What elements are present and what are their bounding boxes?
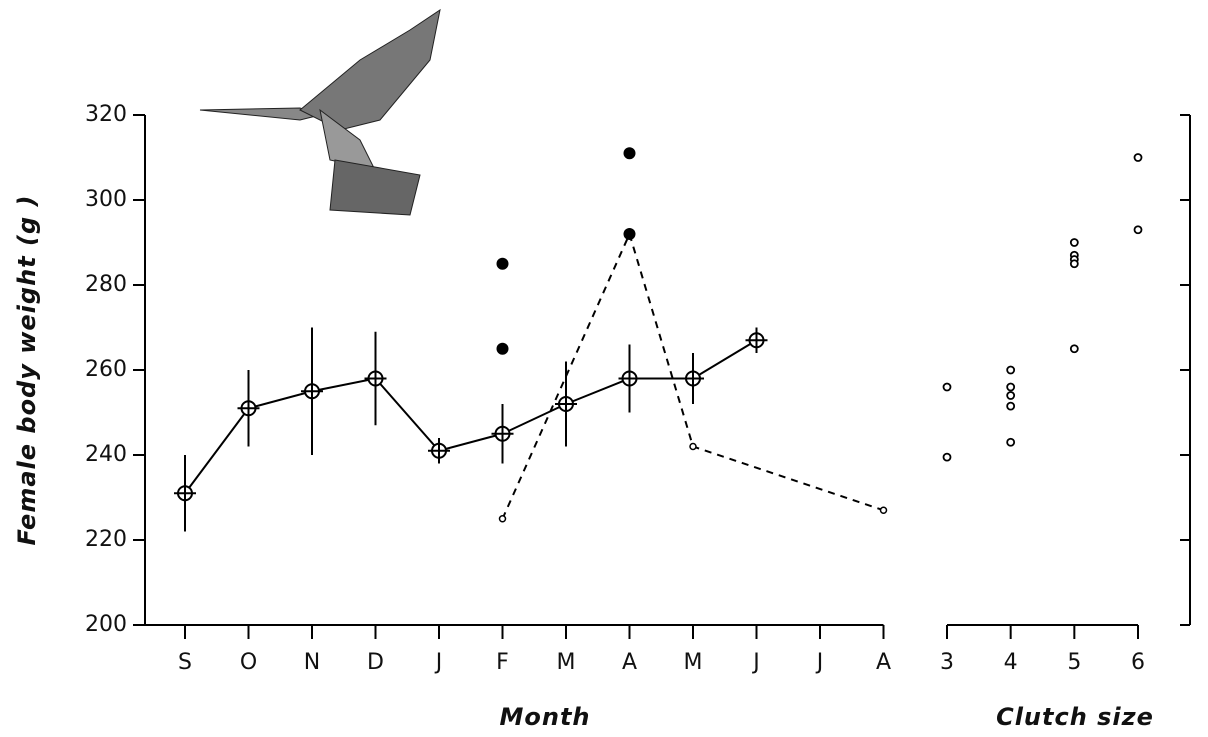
- x-tick-label: M: [684, 650, 703, 675]
- x-tick-label: F: [496, 650, 509, 675]
- x-tick-label: J: [434, 650, 443, 675]
- point: [944, 454, 951, 461]
- x-axis-title: Clutch size: [996, 703, 1154, 731]
- point: [1071, 260, 1078, 267]
- x-tick-label: 3: [940, 650, 954, 675]
- point: [1007, 367, 1014, 374]
- y-tick-label: 280: [85, 272, 127, 297]
- x-axis-title: Month: [499, 703, 590, 731]
- x-tick-label: M: [557, 650, 576, 675]
- series-line: [185, 340, 757, 493]
- x-tick-label: J: [751, 650, 760, 675]
- point: [1135, 154, 1142, 161]
- point: [624, 147, 636, 159]
- x-tick-label: N: [304, 650, 320, 675]
- y-tick-label: 300: [85, 187, 127, 212]
- x-tick-label: O: [240, 650, 257, 675]
- x-tick-label: 4: [1004, 650, 1018, 675]
- point: [944, 384, 951, 391]
- y-tick-label: 200: [85, 612, 127, 637]
- x-tick-label: A: [876, 650, 891, 675]
- point: [690, 444, 696, 450]
- point: [497, 343, 509, 355]
- page: {"chart_data": [ {"type": "line", "y_lab…: [0, 0, 1208, 737]
- y-axis-title: Female body weight (g ): [13, 195, 41, 546]
- y-tick-label: 260: [85, 357, 127, 382]
- point: [881, 507, 887, 513]
- x-tick-label: A: [622, 650, 637, 675]
- point: [1007, 403, 1014, 410]
- x-tick-label: D: [367, 650, 384, 675]
- x-tick-label: 5: [1067, 650, 1081, 675]
- point: [1135, 226, 1142, 233]
- bird-illustration: [200, 10, 440, 215]
- point: [500, 516, 506, 522]
- x-tick-label: 6: [1131, 650, 1145, 675]
- y-tick-label: 240: [85, 442, 127, 467]
- y-tick-label: 320: [85, 102, 127, 127]
- point: [1007, 392, 1014, 399]
- point: [1007, 439, 1014, 446]
- x-tick-label: J: [815, 650, 824, 675]
- chart: Female body weight (g ) Month Clutch siz…: [0, 0, 1208, 737]
- point: [497, 258, 509, 270]
- point: [1071, 345, 1078, 352]
- point: [1007, 384, 1014, 391]
- point: [1071, 239, 1078, 246]
- y-tick-label: 220: [85, 527, 127, 552]
- point: [624, 228, 636, 240]
- x-tick-label: S: [178, 650, 192, 675]
